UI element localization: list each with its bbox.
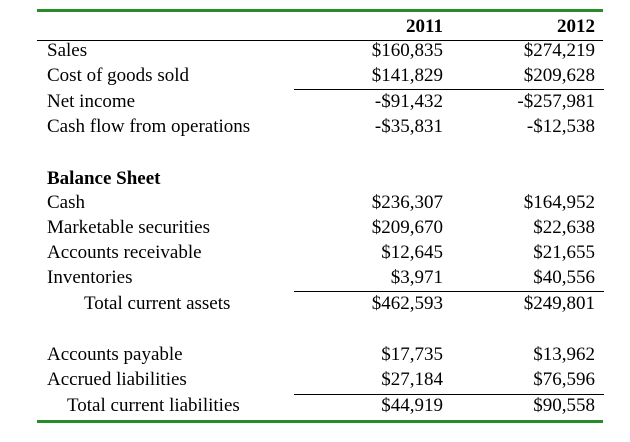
value-2012: $21,655 (533, 242, 595, 263)
header-underline (37, 40, 603, 41)
row-label: Accrued liabilities (47, 369, 187, 390)
row-label: Marketable securities (47, 217, 211, 238)
row-label: Net income (47, 91, 136, 112)
row-label: Cost of goods sold (47, 65, 189, 86)
table-bottom-rule (37, 420, 603, 423)
row-label: Sales (47, 40, 88, 61)
value-2012: $164,952 (523, 192, 595, 213)
row-label: Cash flow from operations (47, 116, 251, 137)
total-current-assets-label: Total current assets (84, 293, 231, 314)
value-2011: $12,645 (381, 242, 443, 263)
value-2011: -$91,432 (374, 91, 443, 112)
liabilities-underline (294, 394, 604, 395)
section-heading-balance-sheet: Balance Sheet (47, 168, 161, 189)
total-current-liabilities-2011: $44,919 (381, 395, 443, 416)
value-2012: $13,962 (533, 344, 595, 365)
table-top-rule (37, 9, 603, 12)
value-2012: -$257,981 (517, 91, 595, 112)
row-label: Cash (47, 192, 85, 213)
total-current-assets-2012: $249,801 (523, 293, 595, 314)
value-2011: -$35,831 (374, 116, 443, 137)
value-2012: $22,638 (533, 217, 595, 238)
assets-underline (294, 291, 604, 292)
value-2012: $274,219 (523, 40, 595, 61)
value-2011: $160,835 (371, 40, 443, 61)
value-2012: $40,556 (533, 267, 595, 288)
row-label: Inventories (47, 267, 133, 288)
value-2012: -$12,538 (526, 116, 595, 137)
value-2012: $76,596 (533, 369, 595, 390)
value-2011: $3,971 (390, 267, 443, 288)
value-2011: $141,829 (371, 65, 443, 86)
value-2011: $236,307 (371, 192, 443, 213)
value-2011: $27,184 (381, 369, 443, 390)
value-2012: $209,628 (523, 65, 595, 86)
row-label: Accounts payable (47, 344, 183, 365)
total-current-assets-2011: $462,593 (371, 293, 443, 314)
total-current-liabilities-label: Total current liabilities (67, 395, 240, 416)
row-label: Accounts receivable (47, 242, 202, 263)
value-2011: $17,735 (381, 344, 443, 365)
column-header-2012: 2012 (557, 16, 595, 37)
column-header-2011: 2011 (406, 16, 443, 37)
cogs-underline (294, 89, 604, 90)
total-current-liabilities-2012: $90,558 (533, 395, 595, 416)
value-2011: $209,670 (371, 217, 443, 238)
